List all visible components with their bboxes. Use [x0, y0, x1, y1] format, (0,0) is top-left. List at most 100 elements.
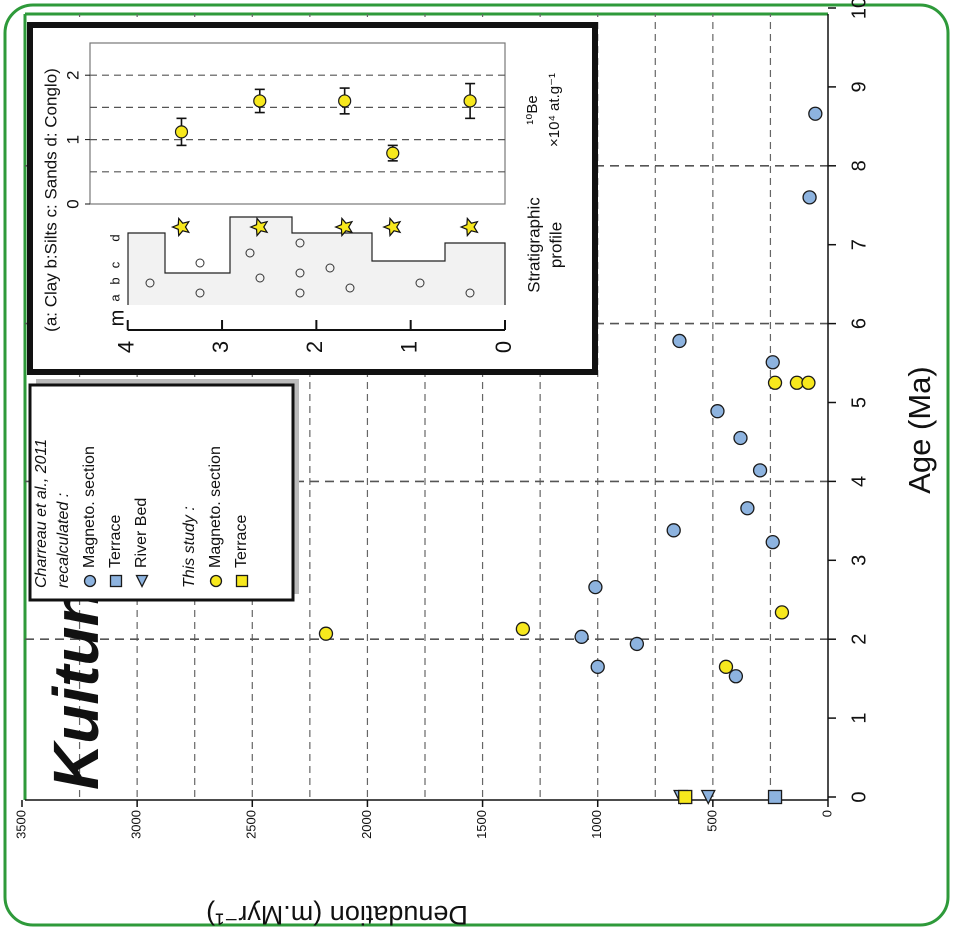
- clast: [345, 283, 355, 293]
- legend-marker: [235, 574, 249, 588]
- y-axis-title: Denudation (m.Myr⁻¹): [206, 900, 468, 930]
- inset-axis-label: ¹⁰Be: [524, 95, 541, 124]
- legend-marker: [83, 574, 97, 588]
- data-point: [318, 626, 334, 641]
- y-tick-label: 1500: [474, 810, 489, 839]
- data-point: [629, 636, 645, 652]
- legend-marker: [135, 574, 149, 588]
- legend-label: Terrace: [107, 515, 124, 568]
- y-tick-label: 2000: [359, 810, 374, 839]
- x-tick-label: 10: [848, 0, 870, 19]
- data-point: [802, 190, 817, 205]
- x-tick-label: 2: [848, 634, 870, 645]
- sample-star: [459, 216, 479, 238]
- data-point: [774, 605, 790, 620]
- data-point: [574, 629, 589, 644]
- legend: [28, 383, 295, 602]
- legend-marker: [209, 574, 223, 588]
- data-point: [700, 789, 716, 805]
- clast: [255, 273, 265, 283]
- sample-star: [382, 216, 402, 238]
- y-tick-label: 3500: [13, 810, 28, 839]
- data-point: [174, 125, 189, 139]
- legend-group-title: Charreau et al., 2011: [33, 439, 50, 588]
- legend-group-title: This study :: [181, 506, 198, 588]
- depth-tick-label: 1: [396, 341, 421, 353]
- x-tick-label: 6: [848, 318, 870, 329]
- legend-label: River Bed: [133, 498, 150, 568]
- data-point: [728, 669, 744, 684]
- strat-column: [127, 216, 506, 305]
- data-point: [801, 375, 816, 390]
- x-tick-label: 1: [848, 713, 870, 724]
- inset-title: (a: Clay b:Silts c: Sands d: Conglo): [41, 68, 60, 332]
- clast: [195, 258, 205, 268]
- legend-label: Magneto. section: [207, 446, 224, 568]
- clast: [295, 288, 305, 298]
- rotated-figure: 0500100015002000250030003500012345678910…: [13, 0, 937, 930]
- clast: [325, 263, 335, 273]
- depth-tick-label: 3: [208, 341, 233, 353]
- legend-group-title: recalculated :: [55, 493, 72, 588]
- clast: [295, 268, 305, 278]
- profile-label: profile: [546, 222, 565, 268]
- data-point: [718, 659, 734, 674]
- profile-label: Stratigraphic: [524, 197, 543, 293]
- legend-label: Terrace: [233, 515, 250, 568]
- sample-star: [249, 216, 269, 238]
- data-point: [765, 355, 780, 370]
- depth-tick-label: 0: [491, 341, 516, 353]
- y-tick-label: 0: [819, 810, 834, 817]
- clast: [195, 288, 205, 298]
- data-point: [678, 789, 693, 805]
- data-point: [338, 94, 352, 108]
- data-point: [588, 579, 603, 595]
- clast: [245, 248, 255, 258]
- x-axis-title: Age (Ma): [902, 366, 937, 493]
- data-point: [590, 659, 605, 674]
- sample-star: [334, 216, 354, 238]
- lithology-label: b: [107, 277, 122, 284]
- legend-marker: [109, 574, 123, 588]
- inset-y-tick-label: 0: [63, 199, 82, 208]
- inset-plot: [89, 42, 506, 205]
- data-point: [253, 94, 267, 108]
- data-point: [765, 535, 780, 550]
- x-tick-label: 5: [848, 397, 870, 408]
- x-tick-label: 9: [848, 81, 870, 92]
- outer-frame: [3, 3, 950, 927]
- data-point: [672, 333, 687, 349]
- x-tick-label: 7: [848, 239, 870, 250]
- lithology-label: a: [107, 294, 122, 302]
- data-point: [463, 94, 477, 108]
- depth-unit: m: [106, 310, 128, 327]
- data-point: [515, 621, 531, 637]
- chart-title: Kuitun: [40, 587, 112, 790]
- data-point: [710, 404, 725, 419]
- clast: [415, 278, 425, 288]
- data-point: [808, 106, 823, 121]
- x-tick-label: 3: [848, 555, 870, 566]
- data-point: [666, 523, 681, 538]
- depth-tick-label: 2: [302, 341, 327, 353]
- clast: [465, 288, 475, 298]
- data-point: [752, 463, 768, 478]
- inset-axis-label: ×10⁴ at.g⁻¹: [546, 73, 563, 147]
- clast: [145, 278, 155, 288]
- x-tick-label: 0: [848, 791, 870, 802]
- data-point: [386, 146, 400, 160]
- data-point: [733, 430, 748, 446]
- y-tick-label: 1000: [589, 810, 604, 839]
- data-point: [767, 375, 783, 390]
- x-tick-label: 4: [848, 476, 870, 487]
- depth-tick-label: 4: [114, 341, 139, 353]
- lithology-label: c: [107, 261, 122, 268]
- y-tick-label: 3000: [129, 810, 144, 839]
- inset-y-tick-label: 1: [63, 135, 82, 144]
- data-point: [767, 789, 783, 805]
- legend-label: Magneto. section: [81, 446, 98, 568]
- inset-y-tick-label: 2: [63, 70, 82, 79]
- y-tick-label: 2500: [244, 810, 259, 839]
